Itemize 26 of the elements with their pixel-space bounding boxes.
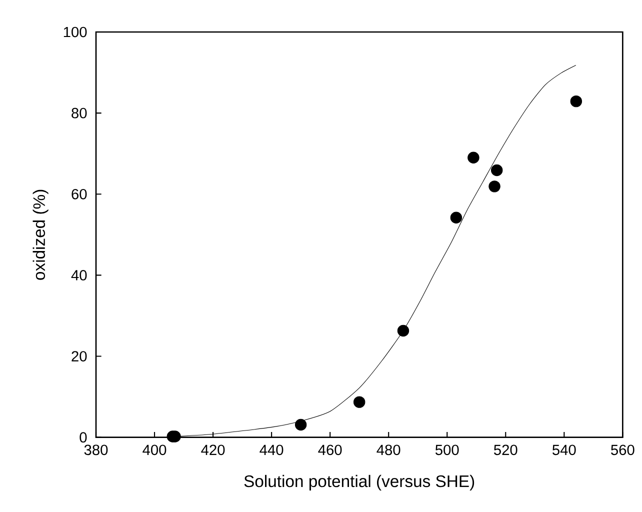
y-tick-label: 40 [71,270,87,280]
y-axis-title: oxidized (%) [32,190,48,280]
y-tick-label: 80 [72,108,87,118]
x-tick-label: 420 [201,444,225,456]
y-tick-label: 60 [72,188,87,200]
point [570,95,582,108]
point [397,324,410,337]
x-tick-label: 560 [611,444,634,456]
y-tick-label: 0 [80,432,87,443]
x-tick-label: 400 [142,444,166,456]
x-tick-label: 500 [435,444,459,456]
y-tick-label: 100 [64,26,87,38]
point [468,152,480,164]
x-tick-label: 540 [552,444,576,456]
point [488,180,500,192]
x-tick-label: 480 [376,444,400,456]
point [490,164,503,176]
point [450,212,462,224]
x-axis-title: Solution potential (versus SHE) [244,474,474,490]
y-tick-label: 20 [72,351,87,362]
x-tick-label: 520 [494,444,518,456]
x-tick-label: 440 [260,444,284,456]
x-tick-label: 460 [318,444,342,456]
x-tick-label: 380 [84,444,108,456]
point [294,418,307,431]
point [353,396,366,408]
